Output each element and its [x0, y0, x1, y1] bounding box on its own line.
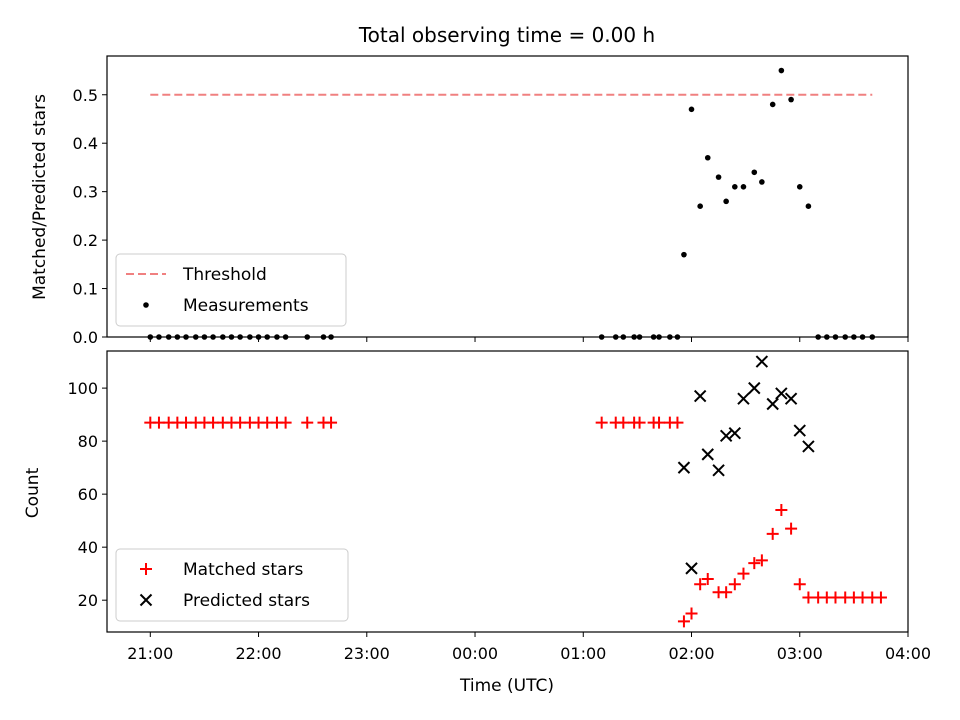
y-tick-label: 0.1 [73, 280, 98, 299]
matched-star-point [874, 591, 887, 604]
matched-star-point [677, 615, 690, 628]
measurement-point [751, 169, 758, 176]
measurement-point [681, 251, 687, 258]
ratio-panel: 0.0 0.1 0.2 0.3 0.4 0.5 Threshold Measurements [73, 55, 909, 347]
measurement-point [759, 179, 765, 185]
matched-star-point [653, 416, 666, 429]
measurement-point [704, 154, 711, 161]
measurement-point [740, 184, 747, 190]
matched-star-point [737, 567, 750, 580]
x-tick-label: 02:00 [668, 644, 714, 663]
measurement-point [805, 203, 812, 209]
legend-box [115, 548, 349, 622]
x-tick-label: 00:00 [452, 644, 498, 663]
matched-star-point [671, 416, 684, 429]
legend-box [115, 253, 347, 327]
legend-matched-swatch [140, 563, 152, 575]
x-tick-label: 21:00 [127, 644, 173, 663]
predicted-star-point [775, 387, 788, 400]
y-tick-label: 100 [67, 379, 98, 398]
y-tick-label: 20 [78, 591, 98, 610]
count-panel: 21:00 22:00 23:00 00:00 01:00 02:00 03:00 04:00… [67, 350, 931, 663]
legend-label: Matched stars [183, 560, 303, 580]
y-tick-label: 60 [78, 485, 98, 504]
predicted-star-point [737, 392, 750, 405]
plot-frame [106, 55, 909, 338]
matched-star-point [617, 416, 630, 429]
predicted-star-point [748, 381, 761, 395]
y-tick-label: 80 [78, 432, 98, 451]
predicted-star-point [728, 426, 742, 440]
matched-star-point [775, 504, 788, 517]
predicted-star-point [755, 355, 769, 368]
y-tick-label: 0.3 [73, 183, 98, 202]
matched-star-point [694, 578, 707, 591]
count-y-axis-label: Count [23, 467, 43, 518]
legend-label: Predicted stars [183, 591, 310, 611]
chart-title: Total observing time = 0.00 h [358, 23, 655, 47]
matched-star-point [720, 586, 733, 599]
predicted-star-point [802, 440, 815, 453]
predicted-star-point [712, 464, 725, 477]
y-tick-label: 0.5 [73, 86, 98, 105]
x-tick-label: 04:00 [885, 644, 931, 663]
plot-frame [106, 350, 909, 633]
x-tick-label: 03:00 [777, 644, 823, 663]
matched-star-point [785, 522, 798, 535]
measurement-point [715, 174, 722, 180]
matched-star-point [701, 572, 714, 585]
matched-star-point [728, 578, 741, 591]
matched-star-point [685, 607, 698, 620]
matched-star-point [595, 416, 608, 429]
matched-star-point [633, 416, 646, 429]
measurement-point [778, 67, 785, 74]
predicted-star-point [766, 397, 779, 411]
measurement-point [732, 184, 738, 190]
matched-star-point [279, 416, 292, 429]
legend-measurement-swatch [143, 302, 149, 308]
matched-star-point [793, 578, 806, 591]
matched-star-point [301, 416, 314, 429]
predicted-star-point [693, 389, 707, 403]
matched-star-point [755, 554, 768, 567]
matched-star-point [766, 527, 779, 540]
legend-label: Threshold [182, 265, 267, 285]
measurement-point [697, 203, 703, 209]
y-tick-label: 40 [78, 538, 98, 557]
legend-predicted-swatch [139, 593, 153, 607]
matched-star-point [748, 557, 761, 570]
predicted-star-point [793, 424, 806, 437]
predicted-star-point [677, 461, 691, 474]
predicted-star-point [719, 429, 733, 443]
predicted-star-point [701, 448, 714, 461]
y-tick-label: 0.4 [73, 134, 98, 153]
y-tick-label: 0.2 [73, 231, 98, 250]
measurement-point [723, 198, 729, 205]
x-tick-label: 01:00 [560, 644, 606, 663]
measurement-point [688, 106, 695, 113]
y-tick-label: 0.0 [73, 328, 98, 347]
measurement-point [788, 96, 794, 103]
ratio-y-axis-label: Matched/Predicted stars [30, 94, 50, 300]
predicted-star-point [784, 392, 798, 405]
measurement-point [769, 101, 776, 108]
x-axis-label: Time (UTC) [459, 676, 554, 696]
measurement-point [796, 184, 803, 190]
predicted-star-point [685, 562, 698, 575]
matched-star-point [325, 416, 338, 429]
x-tick-label: 23:00 [344, 644, 390, 663]
x-tick-label: 22:00 [235, 644, 281, 663]
legend-label: Measurements [183, 296, 309, 316]
